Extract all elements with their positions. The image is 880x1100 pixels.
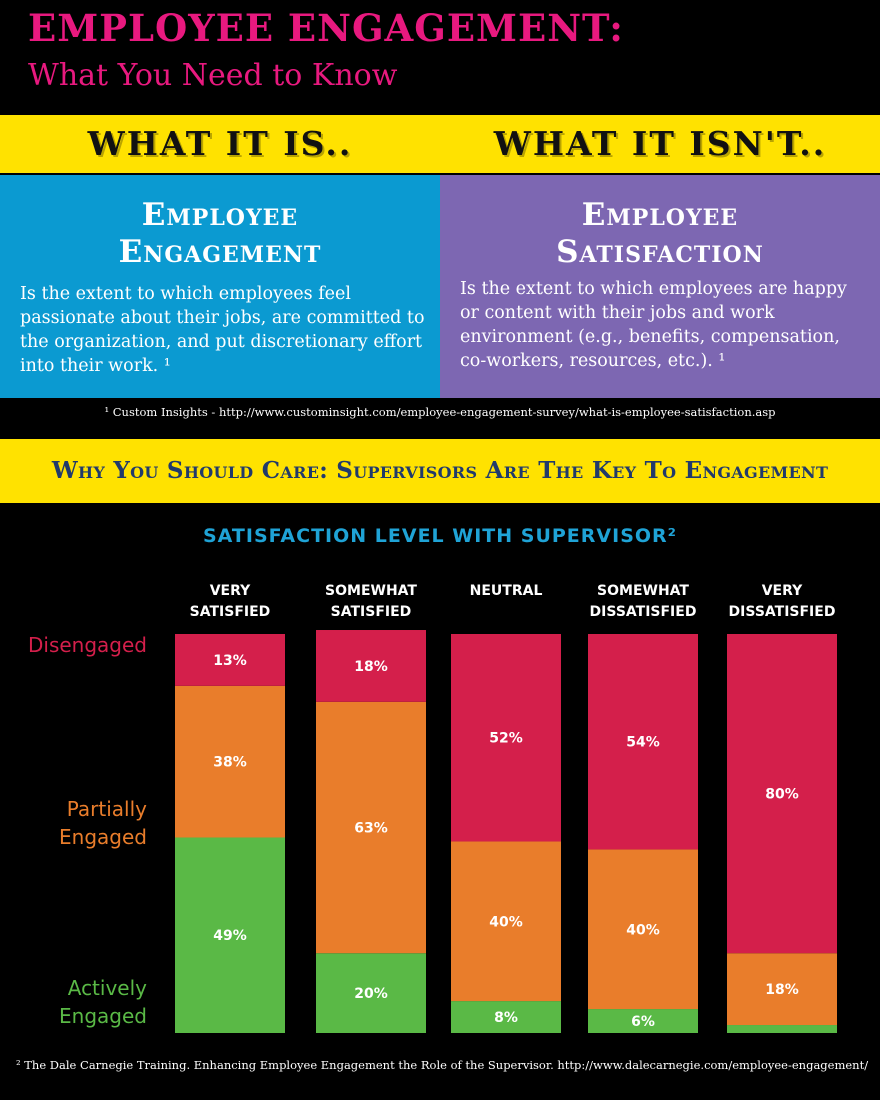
data-label: 18%	[354, 659, 388, 675]
legend-label: Engaged	[59, 825, 147, 849]
care-banner-text: Why You Should Care: Supervisors Are The…	[51, 457, 829, 484]
data-label: 20%	[354, 986, 388, 1002]
engagement-title-line1: Employee	[141, 197, 299, 233]
category-label: DISSATISFIED	[729, 604, 836, 620]
category-label: VERY	[210, 583, 251, 599]
category-label: SOMEWHAT	[325, 583, 417, 599]
data-label: 49%	[213, 928, 247, 944]
bar-segment	[175, 685, 285, 838]
legend-label: Engaged	[59, 1004, 147, 1028]
category-label: NEUTRAL	[470, 583, 543, 599]
bar-segment	[316, 701, 426, 954]
category-label: SATISFIED	[331, 604, 412, 620]
bar-segment	[175, 634, 285, 686]
what-it-is-heading: WHAT IT IS..	[87, 124, 353, 163]
data-label: 63%	[354, 821, 388, 837]
page-title: EMPLOYEE ENGAGEMENT:	[28, 6, 624, 50]
bar-segment	[727, 634, 837, 954]
data-label: 80%	[765, 787, 799, 803]
bar-segment	[727, 1025, 837, 1033]
satisfaction-panel-title: Employee Satisfaction	[440, 197, 880, 271]
bar-segment	[727, 953, 837, 1026]
bar-segment	[588, 1009, 698, 1033]
engagement-panel-title: Employee Engagement	[0, 197, 440, 271]
satisfaction-panel: Employee Satisfaction Is the extent to w…	[440, 175, 880, 398]
bar-segment	[451, 841, 561, 1002]
data-label: 13%	[213, 653, 247, 669]
engagement-definition: Is the extent to which employees feel pa…	[20, 284, 425, 376]
footnote-custom-insights: ¹ Custom Insights - http://www.customins…	[104, 405, 776, 419]
data-label: 54%	[626, 735, 660, 751]
bar-segment	[316, 630, 426, 702]
satisfaction-title-line2: Satisfaction	[556, 234, 764, 270]
footnote-dale-carnegie: ² The Dale Carnegie Training. Enhancing …	[16, 1058, 869, 1072]
chart-title: SATISFACTION LEVEL WITH SUPERVISOR²	[203, 525, 677, 547]
page-subtitle: What You Need to Know	[28, 58, 398, 93]
data-label: 18%	[765, 982, 799, 998]
bar-segment	[451, 634, 561, 842]
comparison-heading-band: WHAT IT IS.. WHAT IT ISN'T..	[0, 115, 880, 173]
bar-segment	[588, 634, 698, 850]
data-label: 52%	[489, 731, 523, 747]
data-label: 40%	[489, 914, 523, 930]
category-label: VERY	[762, 583, 803, 599]
engagement-panel: Employee Engagement Is the extent to whi…	[0, 175, 440, 398]
bar-segment	[451, 1001, 561, 1033]
bar-segment	[316, 953, 426, 1033]
data-label: 8%	[494, 1010, 518, 1026]
satisfaction-definition: Is the extent to which employees are hap…	[460, 279, 847, 371]
bar-segment	[588, 849, 698, 1010]
legend-label: Partially	[67, 797, 147, 821]
data-label: 40%	[626, 922, 660, 938]
satisfaction-title-line1: Employee	[581, 197, 739, 233]
category-label: DISSATISFIED	[590, 604, 697, 620]
bar-segment	[175, 837, 285, 1033]
data-label: 38%	[213, 755, 247, 771]
category-label: SATISFIED	[190, 604, 271, 620]
data-label: 6%	[631, 1014, 655, 1030]
care-banner: Why You Should Care: Supervisors Are The…	[0, 439, 880, 503]
legend-label: Disengaged	[28, 633, 147, 657]
what-it-isnt-heading: WHAT IT ISN'T..	[493, 124, 827, 163]
legend-label: Actively	[68, 976, 147, 1000]
engagement-title-line2: Engagement	[118, 234, 322, 270]
category-label: SOMEWHAT	[597, 583, 689, 599]
